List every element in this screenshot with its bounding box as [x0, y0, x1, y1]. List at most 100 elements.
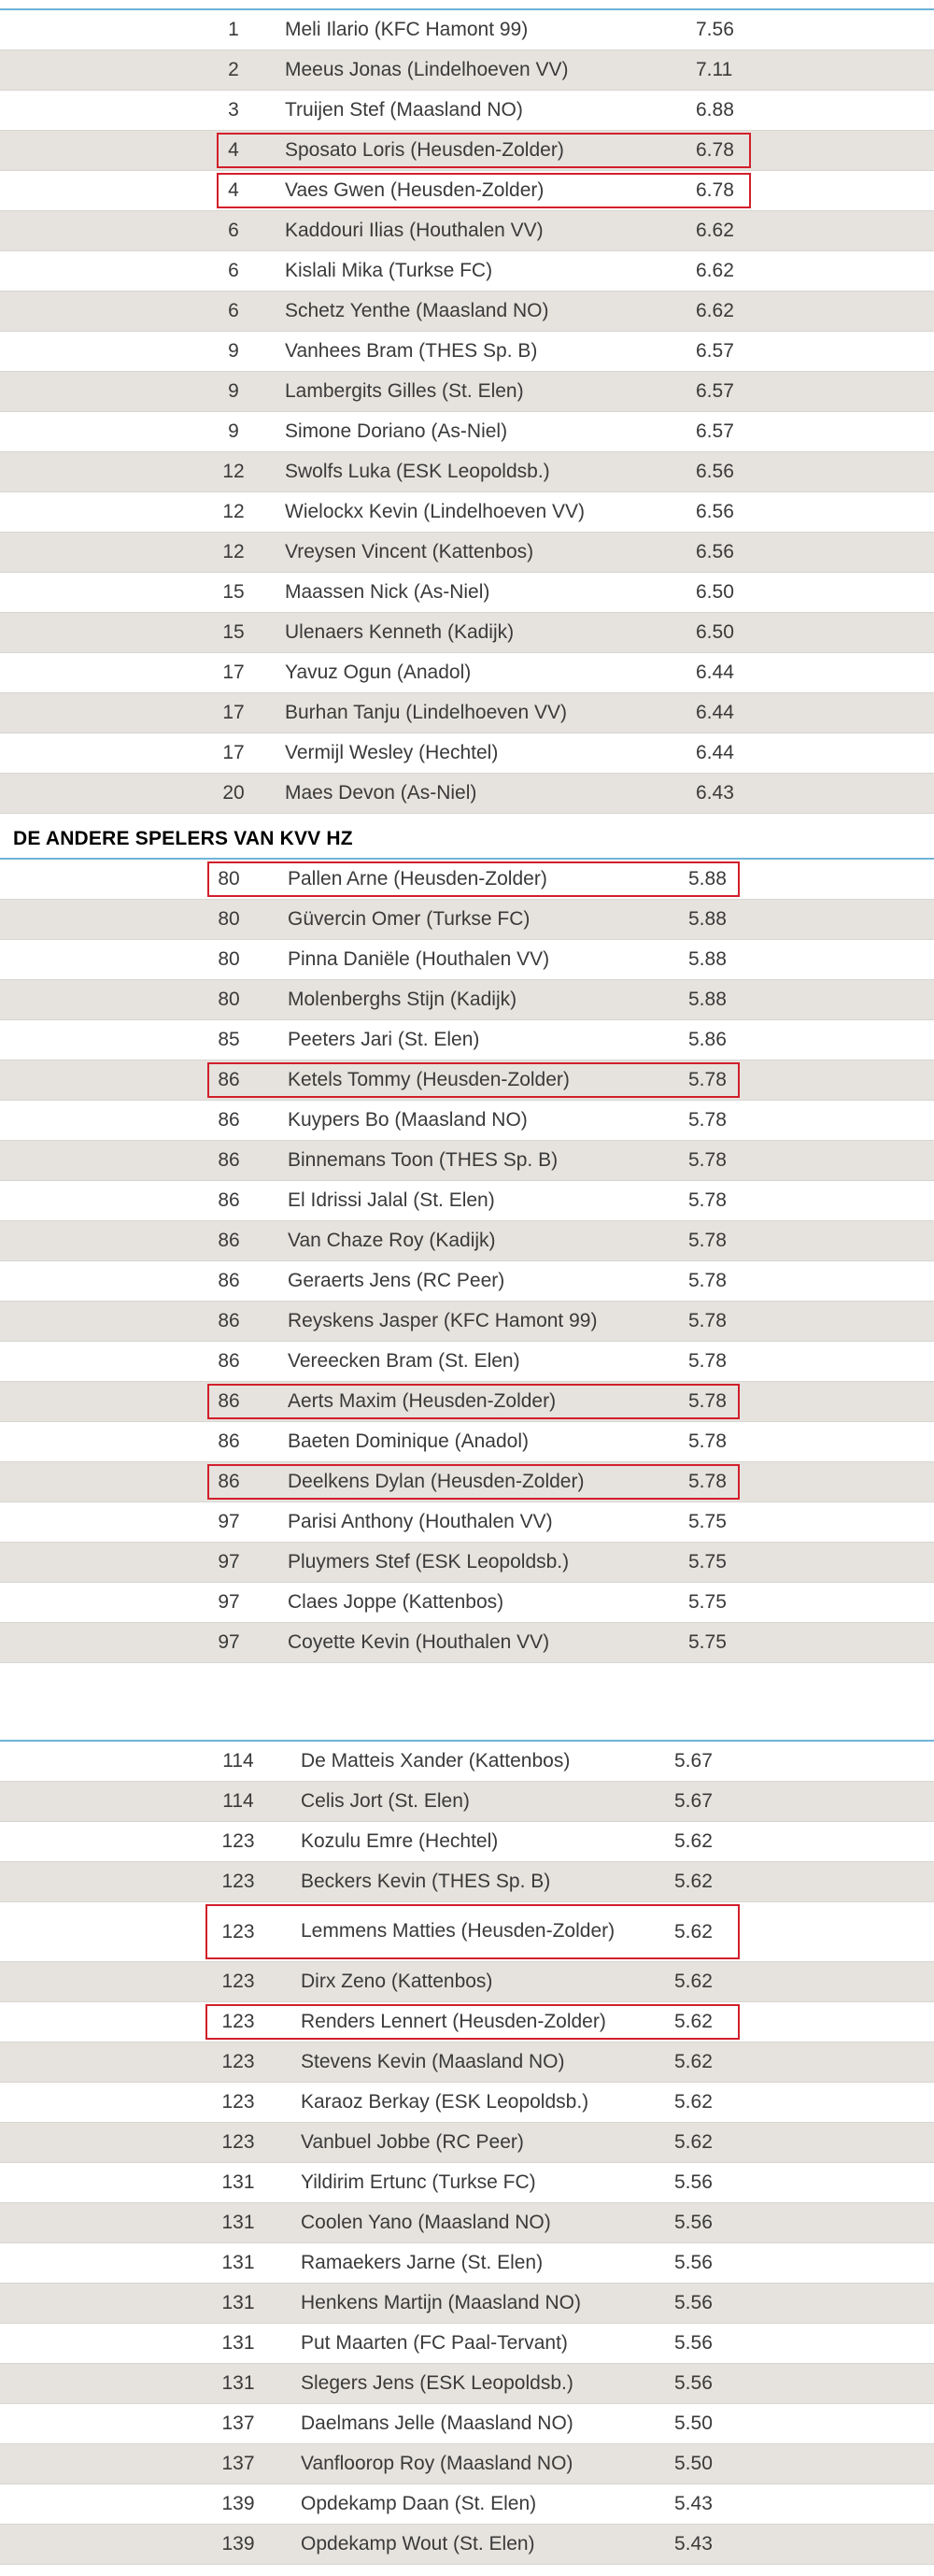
score-cell: 5.67: [674, 1750, 713, 1772]
rank-cell: 137: [221, 2453, 255, 2474]
rank-cell: 86: [218, 1471, 240, 1492]
table-row: 131 Henkens Martijn (Maasland NO) 5.56: [0, 2284, 934, 2324]
player-name-cell: Güvercin Omer (Turkse FC): [288, 908, 531, 930]
table-row: 4 Vaes Gwen (Heusden-Zolder) 6.78: [0, 171, 934, 211]
score-cell: 5.56: [674, 2372, 713, 2394]
rank-cell: 131: [221, 2171, 255, 2193]
score-cell: 6.44: [696, 702, 734, 723]
player-name-cell: Beckers Kevin (THES Sp. B): [301, 1870, 551, 1892]
rank-cell: 123: [221, 2011, 255, 2032]
player-name-cell: Reyskens Jasper (KFC Hamont 99): [288, 1310, 598, 1331]
rank-cell: 12: [222, 501, 245, 522]
score-cell: 5.62: [674, 2131, 713, 2153]
player-name-cell: Claes Joppe (Kattenbos): [288, 1591, 504, 1613]
rank-cell: 9: [228, 340, 239, 362]
rank-cell: 9: [228, 380, 239, 402]
player-name-cell: Henkens Martijn (Maasland NO): [301, 2291, 581, 2313]
score-cell: 5.43: [674, 2493, 713, 2514]
table-row: 137 Vanfloorop Roy (Maasland NO) 5.50: [0, 2444, 934, 2484]
table-row: 6 Kaddouri Ilias (Houthalen VV) 6.62: [0, 211, 934, 251]
table-row: 123 Beckers Kevin (THES Sp. B) 5.62: [0, 1862, 934, 1902]
rank-cell: 123: [221, 1971, 255, 1992]
score-cell: 5.88: [688, 989, 727, 1010]
player-name-cell: Vereecken Bram (St. Elen): [288, 1350, 520, 1372]
rank-cell: 9: [228, 420, 239, 442]
table-row: 86 Vereecken Bram (St. Elen) 5.78: [0, 1342, 934, 1382]
rank-cell: 139: [221, 2493, 255, 2514]
table-row: 9 Lambergits Gilles (St. Elen) 6.57: [0, 372, 934, 412]
table-row: 12 Swolfs Luka (ESK Leopoldsb.) 6.56: [0, 452, 934, 492]
player-name-cell: Schetz Yenthe (Maasland NO): [285, 300, 549, 321]
score-cell: 6.44: [696, 662, 734, 683]
score-cell: 5.78: [688, 1189, 727, 1211]
table-row: 17 Burhan Tanju (Lindelhoeven VV) 6.44: [0, 693, 934, 733]
score-cell: 6.78: [696, 139, 734, 161]
rank-cell: 131: [221, 2332, 255, 2354]
rank-cell: 86: [218, 1069, 240, 1090]
player-name-cell: Celis Jort (St. Elen): [301, 1789, 470, 1812]
table-row: 131 Yildirim Ertunc (Turkse FC) 5.56: [0, 2163, 934, 2203]
rank-cell: 86: [218, 1390, 240, 1412]
score-cell: 5.78: [688, 1430, 727, 1452]
player-name-cell: Molenberghs Stijn (Kadijk): [288, 989, 517, 1010]
rank-cell: 20: [222, 782, 245, 804]
score-cell: 5.62: [674, 2091, 713, 2113]
rank-cell: 85: [218, 1029, 240, 1050]
player-name-cell: Binnemans Toon (THES Sp. B): [288, 1149, 559, 1171]
table-row: 86 Reyskens Jasper (KFC Hamont 99) 5.78: [0, 1302, 934, 1342]
player-name-cell: Aerts Maxim (Heusden-Zolder): [288, 1390, 557, 1412]
rank-cell: 97: [218, 1511, 240, 1532]
table-row: 6 Kislali Mika (Turkse FC) 6.62: [0, 251, 934, 292]
table-row: 86 Baeten Dominique (Anadol) 5.78: [0, 1422, 934, 1462]
rank-cell: 86: [218, 1230, 240, 1251]
score-cell: 5.75: [688, 1511, 727, 1532]
score-cell: 5.78: [688, 1270, 727, 1291]
table-row: 139 Opdekamp Daan (St. Elen) 5.43: [0, 2484, 934, 2525]
rank-cell: 123: [221, 1920, 255, 1943]
table-row: 131 Coolen Yano (Maasland NO) 5.56: [0, 2203, 934, 2243]
ranking-table-top: 1 Meli Ilario (KFC Hamont 99) 7.56 2 Meeus J…: [0, 10, 934, 814]
rank-cell: 123: [221, 1871, 255, 1892]
table-row: 4 Sposato Loris (Heusden-Zolder) 6.78: [0, 131, 934, 171]
table-row: 86 Kuypers Bo (Maasland NO) 5.78: [0, 1101, 934, 1141]
player-name-cell: Stevens Kevin (Maasland NO): [301, 2050, 565, 2072]
score-cell: 6.62: [696, 220, 734, 241]
table-row: 12 Vreysen Vincent (Kattenbos) 6.56: [0, 533, 934, 573]
player-name-cell: Truijen Stef (Maasland NO): [285, 99, 523, 121]
rank-cell: 86: [218, 1189, 240, 1211]
player-name-cell: Pallen Arne (Heusden-Zolder): [288, 868, 547, 890]
rank-cell: 15: [222, 621, 245, 643]
rank-cell: 1: [228, 19, 239, 40]
table-row: 86 Binnemans Toon (THES Sp. B) 5.78: [0, 1141, 934, 1181]
score-cell: 5.78: [688, 1109, 727, 1131]
player-name-cell: Geraerts Jens (RC Peer): [288, 1270, 505, 1291]
table-row: 9 Vanhees Bram (THES Sp. B) 6.57: [0, 332, 934, 372]
score-cell: 6.62: [696, 260, 734, 281]
table-row: 12 Wielockx Kevin (Lindelhoeven VV) 6.56: [0, 492, 934, 533]
table-row: 80 Molenberghs Stijn (Kadijk) 5.88: [0, 980, 934, 1020]
player-name-cell: Maassen Nick (As-Niel): [285, 581, 490, 603]
rank-cell: 86: [218, 1350, 240, 1372]
player-name-cell: Burhan Tanju (Lindelhoeven VV): [285, 702, 567, 723]
rank-cell: 17: [222, 742, 245, 763]
player-name-cell: Vanhees Bram (THES Sp. B): [285, 340, 538, 362]
player-name-cell: Parisi Anthony (Houthalen VV): [288, 1511, 553, 1532]
rank-cell: 6: [228, 260, 239, 281]
player-name-cell: Simone Doriano (As-Niel): [285, 420, 508, 442]
table-row: 86 Ketels Tommy (Heusden-Zolder) 5.78: [0, 1060, 934, 1101]
player-name-cell: Pluymers Stef (ESK Leopoldsb.): [288, 1551, 570, 1573]
table-row: 15 Maassen Nick (As-Niel) 6.50: [0, 573, 934, 613]
score-cell: 6.43: [696, 782, 734, 804]
player-name-cell: Deelkens Dylan (Heusden-Zolder): [288, 1471, 585, 1492]
score-cell: 5.88: [688, 908, 727, 930]
score-cell: 5.56: [674, 2212, 713, 2233]
player-name-cell: Sposato Loris (Heusden-Zolder): [285, 139, 564, 161]
score-cell: 5.75: [688, 1551, 727, 1573]
rank-cell: 17: [222, 662, 245, 683]
score-cell: 5.67: [674, 1790, 713, 1812]
rank-cell: 97: [218, 1631, 240, 1653]
score-cell: 5.62: [674, 1830, 713, 1852]
rank-cell: 6: [228, 300, 239, 321]
rank-cell: 123: [221, 1830, 255, 1852]
player-name-cell: Coyette Kevin (Houthalen VV): [288, 1631, 550, 1653]
